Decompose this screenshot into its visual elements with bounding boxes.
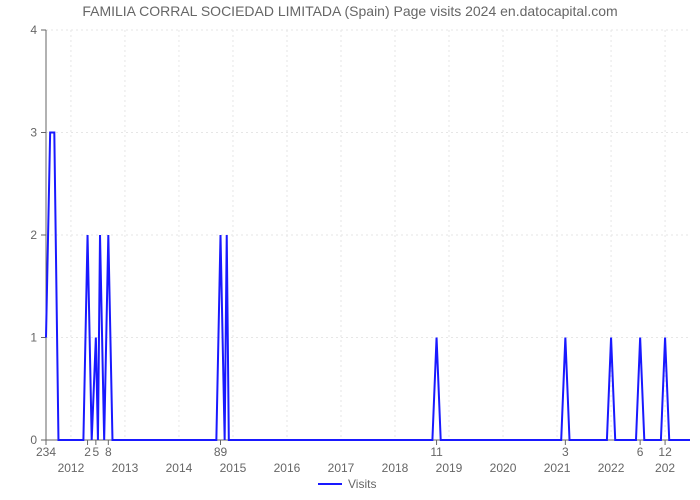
x-secondary-label: 6: [637, 445, 644, 459]
x-year-label: 2021: [544, 461, 571, 475]
x-year-label: 2014: [166, 461, 193, 475]
x-secondary-label: 5: [93, 445, 100, 459]
chart-svg: FAMILIA CORRAL SOCIEDAD LIMITADA (Spain)…: [0, 0, 700, 500]
x-year-label: 2016: [274, 461, 301, 475]
x-year-label: 2022: [598, 461, 625, 475]
x-year-label: 2015: [220, 461, 247, 475]
legend-label: Visits: [348, 477, 376, 491]
line-chart: FAMILIA CORRAL SOCIEDAD LIMITADA (Spain)…: [0, 0, 700, 500]
x-secondary-label: 234: [36, 445, 56, 459]
x-secondary-label: 2: [84, 445, 91, 459]
chart-title: FAMILIA CORRAL SOCIEDAD LIMITADA (Spain)…: [82, 3, 617, 19]
x-secondary-label: 89: [214, 445, 228, 459]
y-tick-label: 3: [30, 126, 37, 140]
x-secondary-label: 3: [562, 445, 569, 459]
x-year-label: 2019: [436, 461, 463, 475]
x-secondary-label: 11: [430, 445, 443, 459]
y-tick-label: 1: [30, 331, 37, 345]
x-year-label: 2020: [490, 461, 517, 475]
x-year-label: 2017: [328, 461, 355, 475]
x-year-label: 2012: [58, 461, 85, 475]
x-year-label: 2013: [112, 461, 139, 475]
y-tick-label: 4: [30, 23, 37, 37]
x-year-label: 202: [655, 461, 675, 475]
x-year-label: 2018: [382, 461, 409, 475]
x-secondary-label: 8: [105, 445, 112, 459]
x-secondary-label: 12: [658, 445, 672, 459]
y-tick-label: 2: [30, 228, 37, 242]
